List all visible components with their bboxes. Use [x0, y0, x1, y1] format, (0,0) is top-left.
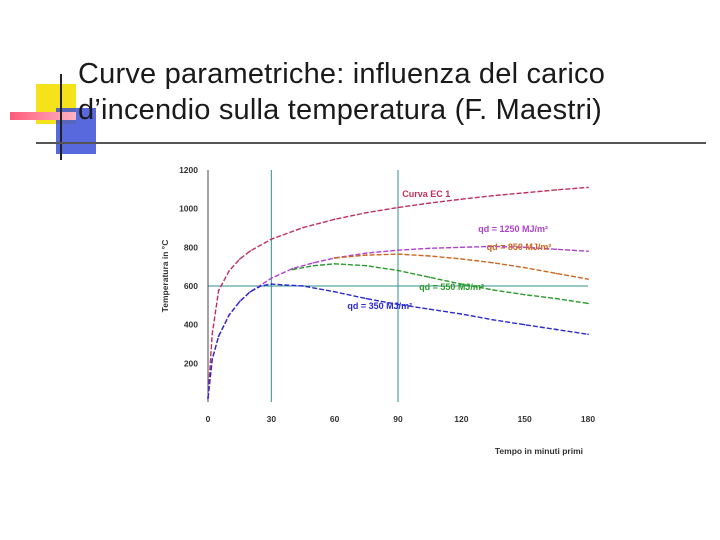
- data-point-0: [397, 206, 399, 209]
- x-tick-label: 120: [454, 414, 468, 424]
- data-point-1: [428, 247, 431, 250]
- data-point-4: [523, 323, 526, 326]
- y-tick-label: 1000: [179, 204, 198, 214]
- data-point-4: [302, 285, 304, 287]
- data-point-0: [270, 238, 273, 241]
- title-line-1: Curve parametriche: influenza del carico: [78, 58, 606, 90]
- data-point-3: [397, 269, 399, 272]
- data-point-4: [211, 358, 214, 361]
- data-point-0: [211, 333, 214, 336]
- data-point-3: [587, 302, 589, 305]
- data-point-4: [492, 319, 494, 321]
- slide-title: Curve parametriche: influenza del carico…: [78, 56, 698, 128]
- data-point-3: [333, 262, 336, 265]
- data-point-4: [228, 314, 230, 316]
- series-line-3: [292, 263, 589, 305]
- data-point-0: [587, 186, 589, 189]
- data-point-1: [270, 277, 273, 280]
- data-point-2: [397, 253, 399, 255]
- data-point-4: [259, 285, 262, 287]
- data-point-0: [555, 189, 558, 191]
- data-point-0: [492, 194, 494, 197]
- data-point-0: [228, 270, 230, 272]
- data-point-4: [555, 328, 558, 331]
- data-point-2: [460, 258, 463, 260]
- data-point-0: [333, 218, 336, 221]
- temperature-chart: 0 30 60 90 120 150 180 200 400 600 800 1000 1200 Temp…: [160, 165, 595, 456]
- decor-vertical-line: [60, 74, 62, 160]
- series-annotation-3: qd = 550 MJ/m²: [419, 282, 484, 292]
- data-point-1: [365, 252, 368, 254]
- data-point-3: [291, 268, 294, 271]
- series-line-1: [207, 245, 589, 399]
- y-tick-label: 600: [184, 281, 198, 291]
- data-point-4: [397, 303, 399, 306]
- data-point-0: [302, 226, 304, 229]
- data-point-4: [238, 300, 241, 303]
- data-point-1: [492, 245, 494, 248]
- data-point-2: [492, 262, 494, 264]
- y-tick-label: 800: [184, 242, 198, 252]
- data-point-0: [238, 258, 241, 260]
- data-point-4: [207, 397, 209, 399]
- data-point-2: [523, 266, 526, 269]
- data-point-2: [555, 272, 558, 275]
- x-tick-label: 150: [518, 414, 532, 424]
- series-annotation-1: qd = 1250 MJ/m²: [478, 224, 548, 234]
- data-point-2: [333, 257, 336, 259]
- data-point-2: [428, 255, 431, 257]
- x-tick-label: 90: [393, 414, 403, 424]
- x-tick-label: 60: [330, 414, 340, 424]
- data-point-1: [587, 250, 589, 252]
- y-tick-label: 1200: [179, 165, 198, 175]
- x-tick-label: 30: [267, 414, 277, 424]
- data-point-1: [555, 248, 558, 251]
- data-point-1: [523, 246, 526, 249]
- data-point-3: [523, 293, 526, 296]
- series-annotation-4: qd = 350 MJ/m²: [347, 301, 412, 311]
- title-underline: [36, 142, 706, 144]
- data-point-4: [460, 313, 463, 315]
- data-point-1: [397, 249, 399, 252]
- data-point-1: [312, 262, 315, 264]
- data-point-0: [217, 289, 220, 292]
- data-point-0: [365, 211, 368, 214]
- data-point-0: [249, 250, 252, 252]
- data-point-1: [460, 246, 463, 249]
- x-tick-label: 0: [206, 414, 211, 424]
- data-point-0: [523, 192, 526, 194]
- data-point-3: [312, 264, 315, 267]
- data-point-4: [587, 333, 589, 336]
- data-point-3: [365, 264, 368, 267]
- data-point-4: [249, 291, 252, 293]
- data-point-3: [555, 297, 558, 300]
- decor-pink-bar: [10, 112, 76, 120]
- data-point-0: [460, 198, 463, 200]
- y-tick-label: 200: [184, 358, 198, 368]
- series-line-0: [207, 186, 589, 399]
- data-point-4: [270, 283, 273, 285]
- data-point-4: [217, 335, 220, 338]
- x-axis-label: Tempo in minuti primi: [495, 446, 583, 456]
- data-point-2: [587, 278, 589, 281]
- data-point-2: [365, 254, 368, 256]
- y-axis-label: Temperatura in °C: [160, 240, 170, 313]
- title-line-2: d’incendio sulla temperatura (F. Maestri…: [78, 94, 602, 126]
- data-point-4: [428, 308, 431, 310]
- series-annotation-2: qd = 850 MJ/m²: [487, 242, 552, 252]
- series-annotation-0: Curva EC 1: [402, 189, 450, 199]
- data-point-4: [333, 291, 336, 293]
- data-point-3: [492, 289, 494, 291]
- y-tick-label: 400: [184, 320, 198, 330]
- data-point-3: [428, 276, 431, 279]
- data-point-0: [428, 202, 431, 204]
- data-point-4: [365, 297, 368, 300]
- x-tick-label: 180: [581, 414, 595, 424]
- data-point-3: [460, 283, 463, 285]
